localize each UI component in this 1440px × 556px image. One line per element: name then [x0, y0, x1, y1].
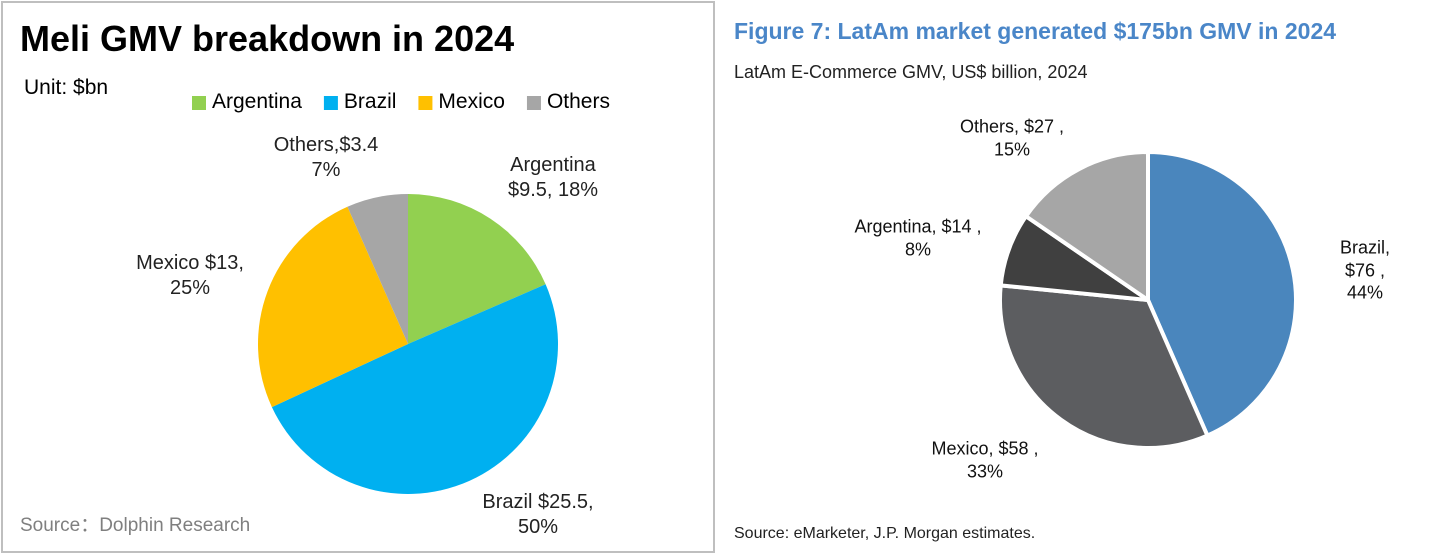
data-label: Argentina $9.5, 18%	[507, 154, 599, 201]
source: Source: eMarketer, J.P. Morgan estimates…	[734, 525, 1036, 542]
chart-title: Figure 7: LatAm market generated $175bn …	[734, 18, 1337, 44]
legend-label: Argentina	[212, 90, 302, 113]
pie-slice	[1023, 149, 1150, 304]
pie-slice	[1146, 149, 1299, 439]
pie-slice	[258, 206, 408, 408]
pie-slice	[408, 194, 546, 344]
data-label: Others,$3.4 7%	[273, 134, 379, 181]
legend-label: Brazil	[343, 90, 397, 113]
legend-swatch	[192, 96, 206, 110]
pie-slice	[998, 283, 1211, 450]
panel-border	[1, 1, 715, 553]
unit-label: Unit: $bn	[24, 76, 109, 99]
source: Source：Dolphin Research	[20, 515, 251, 536]
data-label: Brazil $25.5, 50%	[482, 491, 594, 538]
legend-swatch	[418, 96, 433, 110]
legend-label: Others	[546, 90, 610, 113]
data-label: Mexico, $58 , 33%	[931, 438, 1039, 482]
chart-subtitle: LatAm E-Commerce GMV, US$ billion, 2024	[734, 62, 1088, 82]
data-label: Mexico $13, 25%	[136, 252, 244, 299]
data-label: Others, $27 , 15%	[959, 116, 1065, 160]
legend-swatch	[323, 96, 338, 110]
legend-swatch	[526, 96, 541, 110]
data-label: Brazil, $76 , 44%	[1339, 237, 1390, 303]
chart-title: Meli GMV breakdown in 2024	[20, 18, 515, 59]
legend-label: Mexico	[438, 90, 505, 113]
pie-slice	[347, 194, 408, 344]
pie-slice	[271, 284, 559, 495]
data-label: Argentina, $14 , 8%	[854, 216, 982, 260]
